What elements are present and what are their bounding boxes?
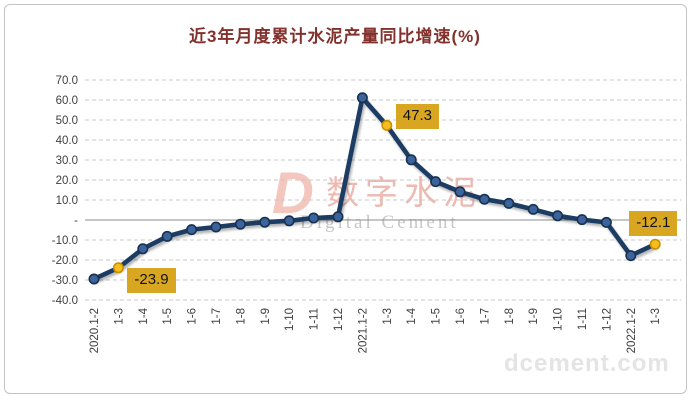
data-point	[161, 230, 173, 242]
x-tick-label: 1-12	[601, 308, 613, 331]
data-point	[234, 218, 246, 230]
data-point	[503, 197, 515, 209]
data-point	[552, 210, 564, 222]
data-point	[186, 224, 198, 236]
data-point	[137, 243, 149, 255]
data-point	[478, 193, 490, 205]
x-tick-label: 1-5	[431, 308, 443, 325]
y-tick-label: -40.0	[52, 295, 78, 307]
data-point	[625, 250, 637, 262]
x-tick-label: 1-3	[113, 308, 125, 325]
data-point	[356, 92, 368, 104]
data-point	[88, 273, 100, 285]
x-tick-label: 1-9	[528, 308, 540, 325]
y-tick-label: 70.0	[56, 75, 78, 87]
x-tick-label: 1-10	[553, 308, 565, 331]
data-point	[283, 215, 295, 227]
x-tick-label: 1-4	[138, 307, 150, 324]
y-tick-label: 40.0	[56, 135, 78, 147]
chart-frame	[4, 4, 687, 394]
data-point-highlighted	[649, 238, 661, 250]
x-tick-label: 1-7	[479, 308, 491, 325]
data-point	[430, 176, 442, 188]
y-tick-label: -20.0	[52, 255, 78, 267]
x-tick-label: 1-3	[650, 308, 662, 325]
data-point	[405, 154, 417, 166]
x-tick-label: 1-10	[284, 308, 296, 331]
y-tick-label: 50.0	[56, 115, 78, 127]
data-point-highlighted	[112, 262, 124, 274]
chart-title: 近3年月度累计水泥产量同比增速(%)	[189, 27, 481, 46]
y-tick-label: -30.0	[52, 275, 78, 287]
data-label: -12.1	[629, 211, 678, 237]
x-tick-label: 1-6	[187, 308, 199, 325]
data-label: -23.9	[127, 267, 176, 293]
y-tick-label: 20.0	[56, 175, 78, 187]
data-point	[527, 203, 539, 215]
x-tick-label: 1-9	[260, 308, 272, 325]
data-point	[210, 221, 222, 233]
x-tick-label: 2021.1-2	[357, 308, 369, 353]
x-tick-label: 1-8	[235, 308, 247, 325]
x-tick-label: 2022.1-2	[626, 308, 638, 353]
y-tick-label: -	[74, 215, 78, 227]
corner-watermark: dcement.com	[504, 350, 670, 377]
x-tick-label: 1-5	[162, 308, 174, 325]
data-point	[259, 216, 271, 228]
y-tick-label: 60.0	[56, 95, 78, 107]
watermark-brand-cn: 数字水泥	[326, 176, 482, 212]
y-tick-label: 10.0	[56, 195, 78, 207]
x-tick-label: 1-11	[309, 308, 321, 330]
data-label: 47.3	[395, 104, 439, 130]
data-point	[332, 211, 344, 223]
series-line	[91, 95, 658, 282]
x-tick-label: 1-11	[577, 308, 589, 330]
watermark-logo-icon: D	[272, 161, 314, 226]
x-tick-label: 1-3	[382, 308, 394, 325]
x-tick-label: 1-8	[504, 308, 516, 325]
data-point	[600, 216, 612, 228]
x-tick-label: 1-7	[211, 308, 223, 325]
data-point-highlighted	[381, 119, 393, 131]
x-tick-label: 1-12	[333, 308, 345, 331]
data-point	[308, 212, 320, 224]
x-tick-label: 2020.1-2	[89, 308, 101, 353]
data-point	[576, 214, 588, 226]
data-point	[454, 186, 466, 198]
y-tick-label: 30.0	[56, 155, 78, 167]
x-tick-label: 1-6	[455, 308, 467, 325]
y-tick-label: -10.0	[52, 235, 78, 247]
x-tick-label: 1-4	[406, 307, 418, 324]
